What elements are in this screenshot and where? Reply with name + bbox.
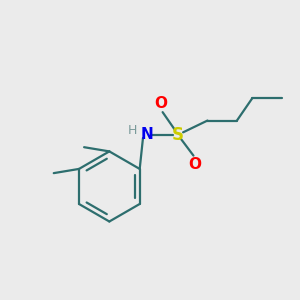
Text: O: O: [188, 157, 201, 172]
Text: O: O: [155, 96, 168, 111]
Text: S: S: [172, 126, 184, 144]
Text: H: H: [128, 124, 137, 137]
Text: N: N: [141, 127, 154, 142]
